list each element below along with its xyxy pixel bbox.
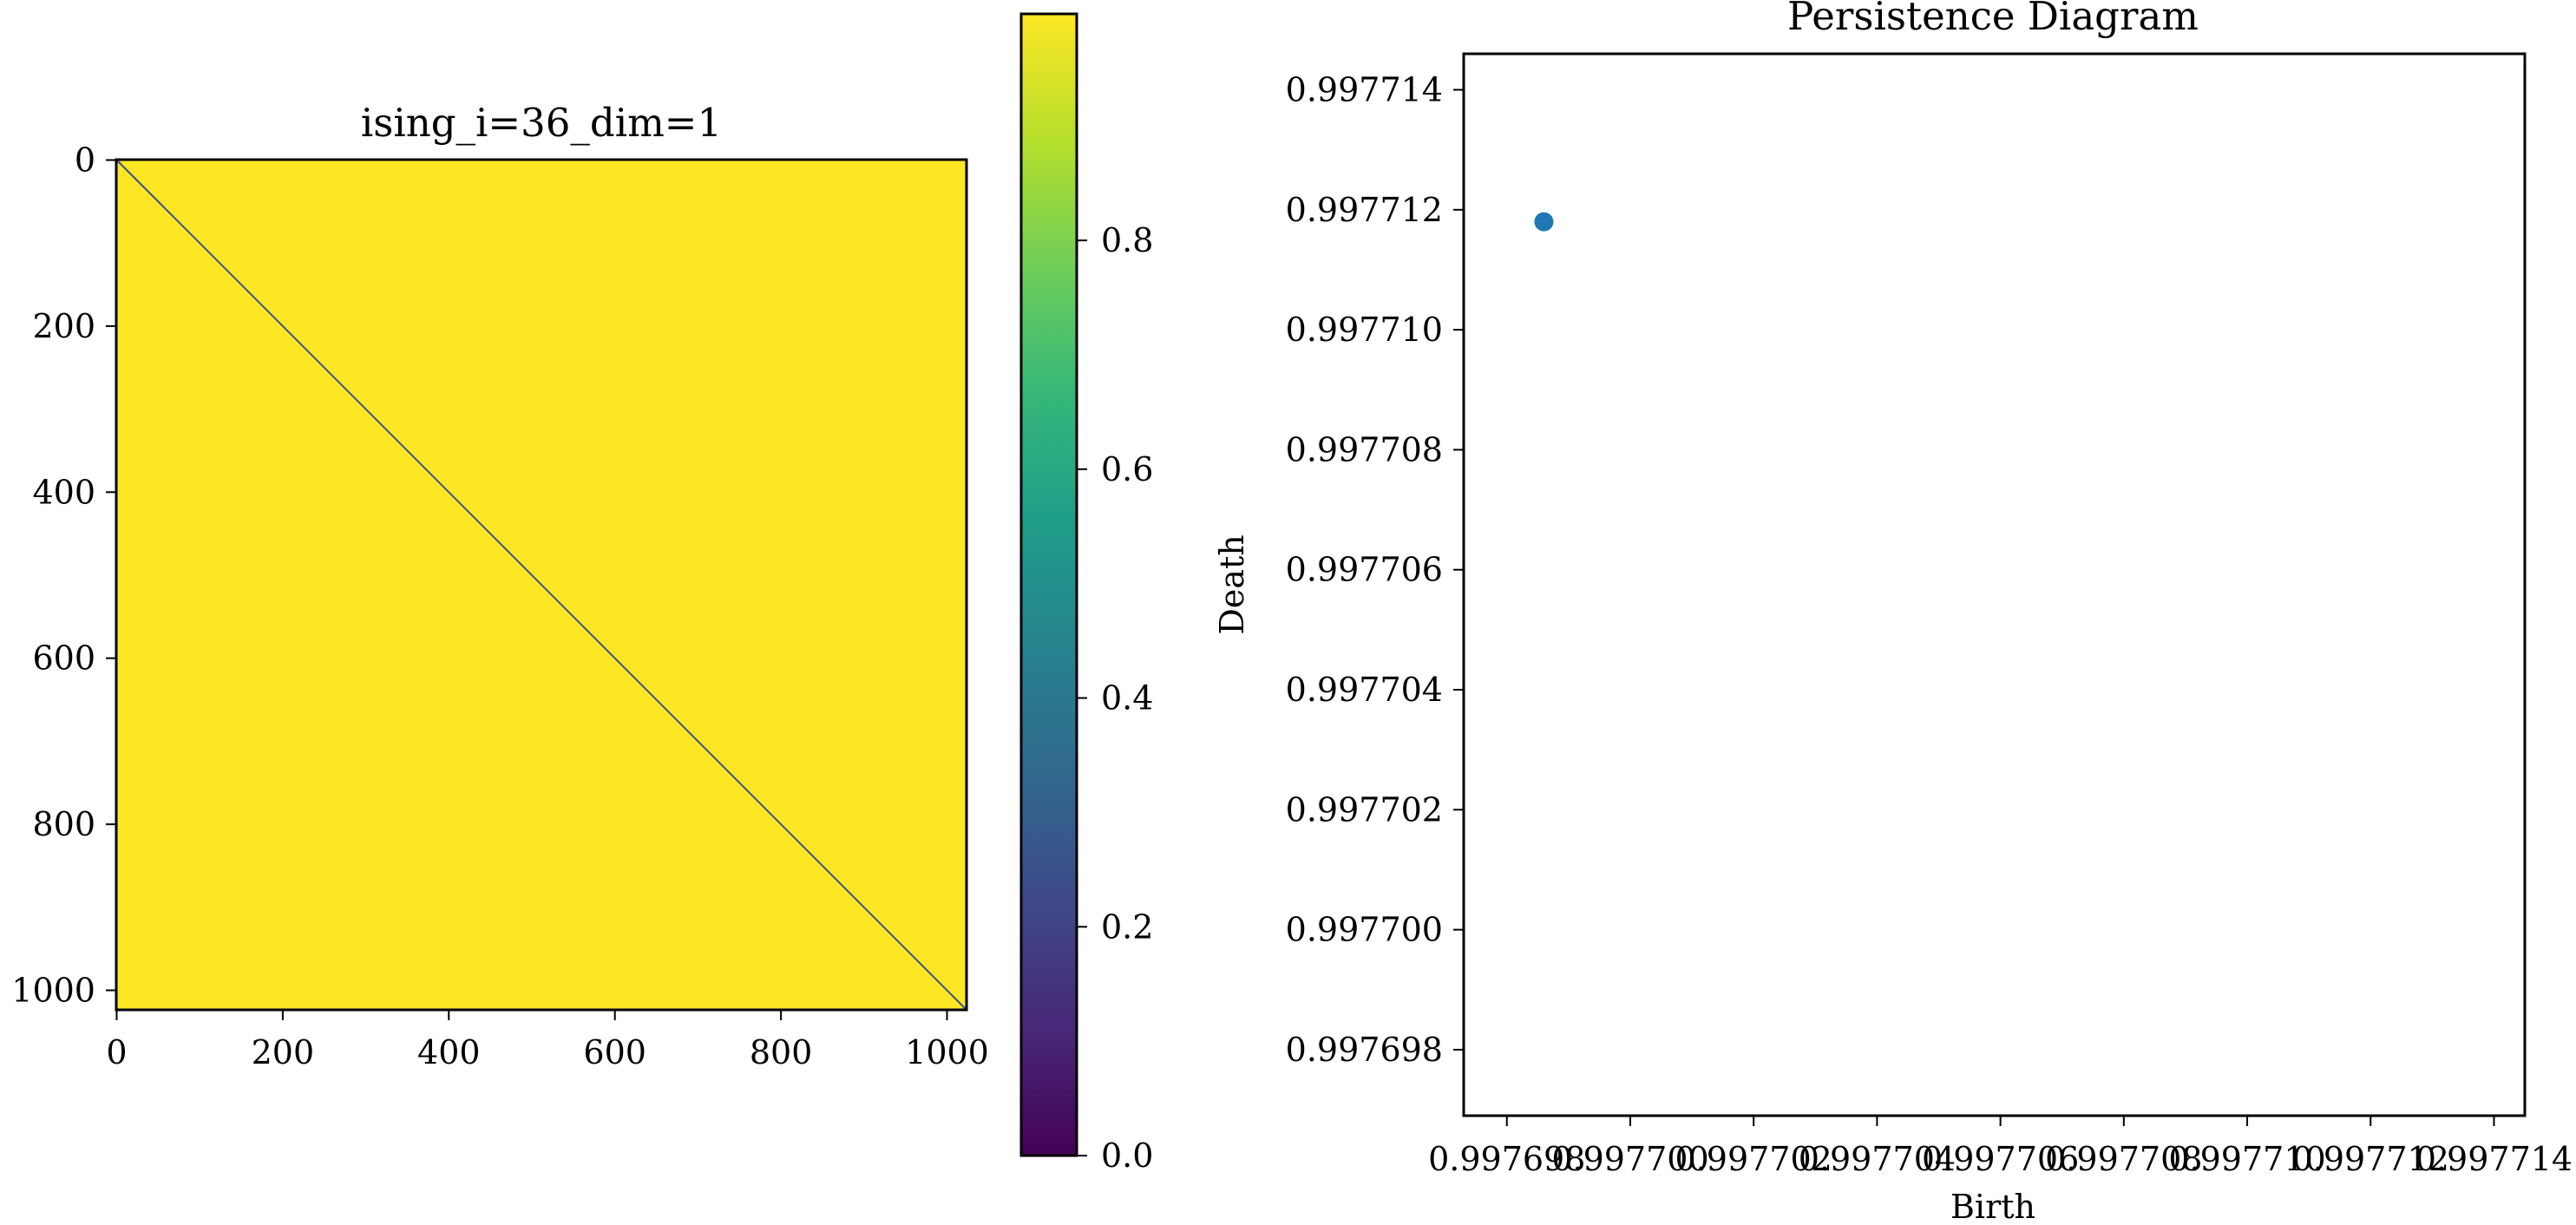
scatter-y-tick-label: 0.997712	[1286, 191, 1443, 229]
heatmap-y-tick-label: 600	[32, 639, 95, 678]
colorbar-tick-label: 0.8	[1101, 221, 1153, 259]
scatter-y-axis: 0.997714 0.997712 0.997710 0.997708 0.997706…	[1286, 70, 1464, 1069]
scatter-panel: Persistence Diagram 0.9976980.9977000.99…	[1213, 0, 2573, 1225]
colorbar-tick-label: 0.2	[1101, 907, 1153, 946]
heatmap-diagonal	[115, 159, 967, 1011]
heatmap-x-tick-label: 800	[750, 1033, 813, 1071]
scatter-x-tick-label: 0.997710	[2168, 1140, 2325, 1178]
scatter-x-axis: 0.9976980.9977000.9977020.9977040.997706…	[1428, 1116, 2573, 1178]
scatter-x-tick-label: 0.997708	[2045, 1140, 2202, 1178]
scatter-x-tick-label: 0.997702	[1675, 1140, 1832, 1178]
heatmap-y-tick-label: 1000	[11, 972, 95, 1010]
scatter-y-tick-label: 0.997698	[1286, 1031, 1443, 1069]
heatmap-x-axis: 0 200 400 600 800 1000	[106, 1010, 989, 1071]
scatter-y-tick-label: 0.997714	[1286, 70, 1443, 108]
colorbar: 0.0 0.2 0.4 0.6 0.8	[1019, 12, 1153, 1175]
scatter-y-tick-label: 0.997706	[1286, 551, 1443, 589]
scatter-x-tick-label: 0.997712	[2292, 1140, 2449, 1178]
heatmap-y-axis: 0 200 400 600 800 1000	[11, 141, 116, 1010]
scatter-y-tick-label: 0.997702	[1286, 790, 1443, 829]
heatmap-y-tick-label: 0	[75, 141, 95, 179]
heatmap-y-tick-label: 200	[32, 307, 95, 345]
scatter-x-tick-label: 0.997706	[1922, 1140, 2079, 1178]
heatmap-y-tick-label: 800	[32, 805, 95, 843]
heatmap-frame	[115, 158, 968, 1012]
colorbar-tick-label: 0.4	[1101, 679, 1153, 717]
scatter-y-tick-label: 0.997710	[1286, 311, 1443, 349]
colorbar-tick-label: 0.6	[1101, 450, 1153, 488]
heatmap-y-tick-label: 400	[32, 473, 95, 511]
scatter-y-tick-label: 0.997708	[1286, 430, 1443, 468]
scatter-points	[1534, 212, 1554, 232]
heatmap-x-tick-label: 0	[106, 1033, 127, 1071]
scatter-x-tick-label: 0.997714	[2415, 1140, 2573, 1178]
scatter-x-label: Birth	[1950, 1188, 2035, 1225]
heatmap-panel: ising_i=36_dim=1 0 200 400 600 800 1000 0 200 4…	[11, 100, 989, 1071]
heatmap-x-tick-label: 200	[252, 1033, 315, 1071]
colorbar-gradient	[1019, 12, 1078, 1157]
heatmap-x-tick-label: 400	[417, 1033, 481, 1071]
colorbar-tick-label: 0.0	[1101, 1137, 1153, 1175]
scatter-frame	[1462, 52, 2527, 1117]
scatter-x-tick-label: 0.997698	[1428, 1140, 1585, 1178]
scatter-title: Persistence Diagram	[1787, 0, 2199, 39]
scatter-x-tick-label: 0.997700	[1551, 1140, 1708, 1178]
scatter-y-tick-label: 0.997704	[1286, 671, 1443, 709]
heatmap-x-tick-label: 1000	[905, 1033, 989, 1071]
heatmap-title: ising_i=36_dim=1	[361, 100, 722, 146]
scatter-point	[1534, 212, 1554, 232]
scatter-y-label: Death	[1213, 534, 1251, 634]
scatter-x-tick-label: 0.997704	[1799, 1140, 1956, 1178]
heatmap-x-tick-label: 600	[583, 1033, 646, 1071]
colorbar-axis: 0.0 0.2 0.4 0.6 0.8	[1077, 221, 1153, 1175]
scatter-y-tick-label: 0.997700	[1286, 911, 1443, 949]
